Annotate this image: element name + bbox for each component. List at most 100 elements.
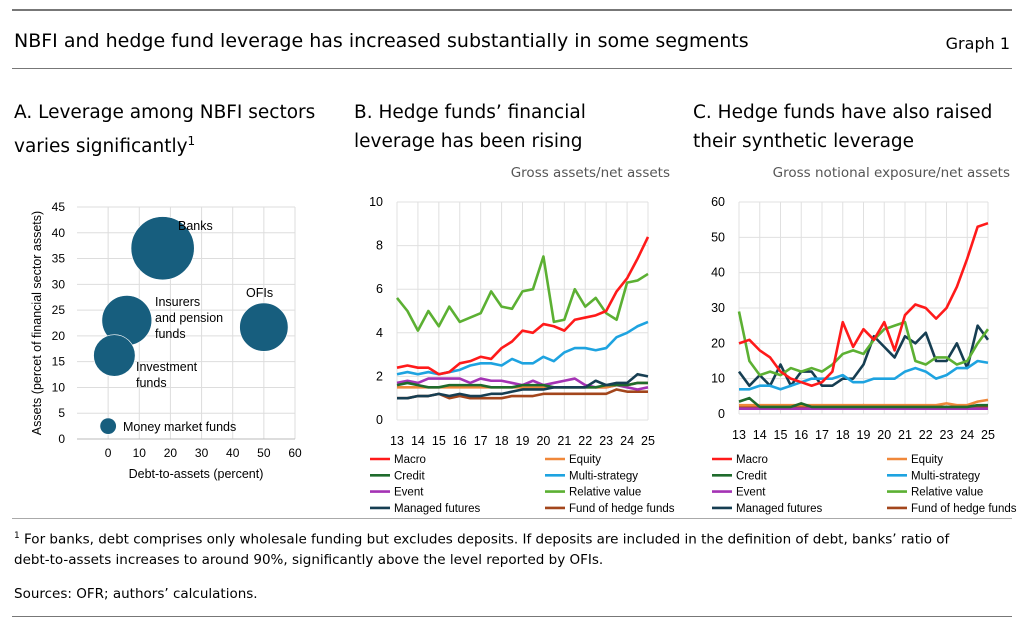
y-tick-label: 60 (711, 195, 725, 209)
y-tick-label: 10 (369, 195, 383, 209)
y-tick-label: 0 (718, 407, 725, 421)
legend-label: Macro (394, 454, 426, 466)
x-tick-label: 22 (578, 434, 592, 448)
y-tick-label: 5 (58, 406, 65, 420)
y-tick-label: 50 (711, 230, 725, 244)
footnote-rule (12, 518, 1012, 519)
panel-b-title-line1: B. Hedge funds’ financial (354, 102, 586, 123)
sources: Sources: OFR; authors’ calculations. (14, 586, 258, 602)
x-tick-label: 17 (474, 434, 488, 448)
x-tick-label: 20 (536, 434, 550, 448)
x-tick-label: 21 (898, 428, 912, 442)
x-tick-label: 24 (960, 428, 974, 442)
x-tick-label: 20 (877, 428, 891, 442)
bottom-rule (12, 616, 1012, 617)
y-tick-label: 6 (376, 282, 383, 296)
series-line-macro (738, 221, 989, 388)
bubble-banks (130, 216, 195, 281)
x-tick-label: 13 (390, 434, 404, 448)
y-tick-label: 4 (376, 326, 383, 340)
y-tick-label: 40 (52, 226, 66, 240)
y-tick-label: 30 (52, 277, 66, 291)
x-tick-label: 21 (557, 434, 571, 448)
legend-label: Managed futures (394, 503, 481, 515)
x-tick-label: 50 (257, 446, 271, 460)
x-tick-label: 23 (599, 434, 613, 448)
y-tick-label: 0 (376, 413, 383, 427)
x-tick-label: 23 (940, 428, 954, 442)
graph-title: NBFI and hedge fund leverage has increas… (14, 30, 749, 52)
bubble-label: OFIs (246, 286, 273, 300)
legend-label: Equity (569, 454, 601, 466)
series-line-relative-value (395, 255, 649, 332)
y-tick-label: 20 (52, 329, 66, 343)
footnote-line2: debt-to-assets increases to around 90%, … (14, 551, 604, 568)
x-tick-label: 24 (620, 434, 634, 448)
series-line-managed-futures (397, 372, 649, 400)
series-line-credit (738, 396, 988, 409)
footnote: 1 For banks, debt comprises only wholesa… (14, 526, 949, 570)
footnote-marker: 1 (187, 134, 196, 148)
x-tick-label: 19 (857, 428, 871, 442)
panel-b-title: B. Hedge funds’ financial leverage has be… (354, 98, 586, 156)
y-tick-label: 10 (711, 372, 725, 386)
bubble-label: Investment funds (136, 360, 198, 390)
bubble-investment-funds (93, 334, 136, 377)
x-tick-label: 17 (815, 428, 829, 442)
bubble-ofis (239, 302, 289, 352)
legend-label: Equity (911, 454, 943, 466)
legend-label: Event (736, 487, 766, 499)
y-axis-label: Assets (percet of financial sector asset… (30, 211, 44, 435)
legend-label: Multi-strategy (911, 470, 980, 482)
bubble-label: Insurers and pension funds (155, 295, 223, 341)
top-rule (12, 9, 1012, 11)
bubble-label: Banks (178, 219, 213, 233)
legend-label: Credit (736, 470, 767, 482)
panel-c-title-line2: their synthetic leverage (693, 131, 915, 152)
y-tick-label: 25 (52, 303, 66, 317)
x-tick-label: 18 (495, 434, 509, 448)
x-tick-label: 10 (133, 446, 147, 460)
y-tick-label: 15 (52, 355, 66, 369)
x-tick-label: 20 (164, 446, 178, 460)
y-tick-label: 2 (376, 369, 383, 383)
x-tick-label: 14 (753, 428, 767, 442)
series-line-managed-futures (737, 324, 990, 388)
panel-c-title: C. Hedge funds have also raised their syn… (693, 98, 992, 156)
legend-label: Macro (736, 454, 768, 466)
legend-label: Relative value (911, 487, 983, 499)
legend-label: Fund of hedge funds (911, 503, 1017, 515)
panel-b-title-line2: leverage has been rising (354, 131, 583, 152)
header-rule (12, 68, 1012, 69)
series-line-relative-value (737, 311, 990, 377)
panel-a-title-line1: A. Leverage among NBFI sectors (14, 102, 316, 123)
x-tick-label: 14 (411, 434, 425, 448)
x-tick-label: 60 (288, 446, 302, 460)
series-line-macro (396, 236, 650, 376)
y-tick-label: 10 (52, 380, 66, 394)
legend-label: Managed futures (736, 503, 823, 515)
x-tick-label: 18 (836, 428, 850, 442)
panel-a-title-line2: varies significantly (14, 136, 188, 158)
x-tick-label: 40 (226, 446, 240, 460)
panel-b-unit: Gross assets/net assets (510, 165, 670, 181)
x-tick-label: 25 (981, 428, 995, 442)
footnote-line1: For banks, debt comprises only wholesale… (19, 531, 950, 548)
x-tick-label: 16 (794, 428, 808, 442)
bubble-money-market-funds (99, 417, 117, 435)
bubble-label: Money market funds (123, 420, 236, 434)
x-tick-label: 25 (641, 434, 655, 448)
x-tick-label: 15 (774, 428, 788, 442)
legend-label: Multi-strategy (569, 470, 638, 482)
legend-label: Fund of hedge funds (569, 503, 675, 515)
series-line-equity (739, 398, 989, 407)
y-tick-label: 0 (58, 432, 65, 446)
x-tick-label: 19 (516, 434, 530, 448)
legend-label: Credit (394, 470, 425, 482)
y-tick-label: 45 (52, 200, 66, 214)
series-line-multi-strategy (739, 359, 989, 391)
x-tick-label: 22 (919, 428, 933, 442)
y-tick-label: 20 (711, 336, 725, 350)
